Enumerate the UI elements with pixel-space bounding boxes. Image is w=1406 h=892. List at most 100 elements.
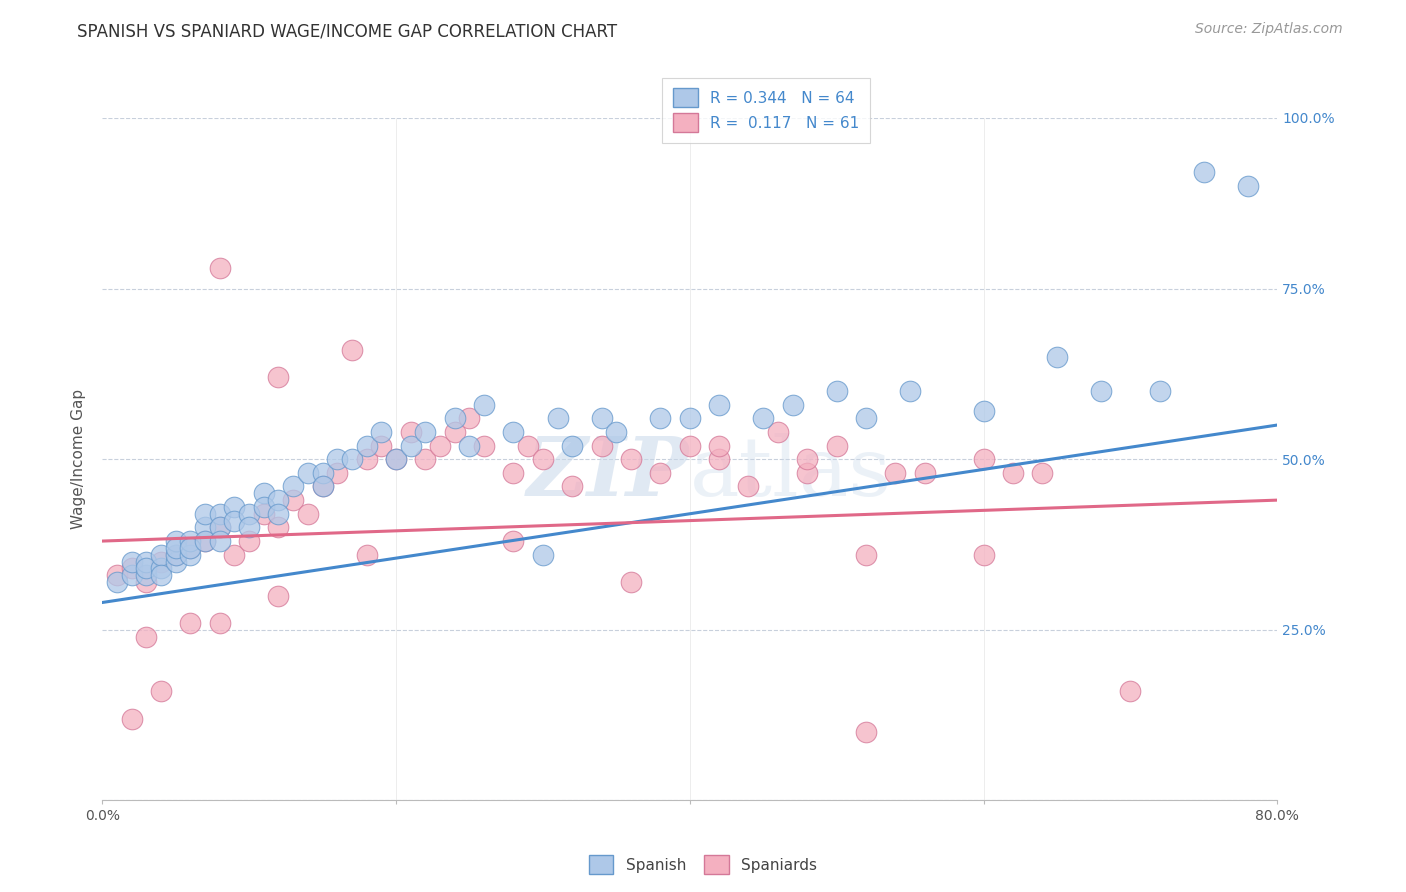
Point: [208, 615, 231, 630]
Point: [707, 452, 730, 467]
Point: [194, 534, 217, 549]
Point: [737, 479, 759, 493]
Point: [121, 555, 143, 569]
Point: [149, 568, 172, 582]
Point: [165, 548, 187, 562]
Point: [502, 466, 524, 480]
Point: [253, 507, 276, 521]
Point: [356, 548, 378, 562]
Point: [135, 555, 157, 569]
Point: [311, 479, 333, 493]
Point: [502, 534, 524, 549]
Point: [340, 452, 363, 467]
Point: [311, 479, 333, 493]
Point: [165, 541, 187, 555]
Point: [179, 615, 201, 630]
Point: [326, 452, 349, 467]
Point: [531, 452, 554, 467]
Point: [121, 712, 143, 726]
Point: [605, 425, 627, 439]
Point: [311, 466, 333, 480]
Legend: R = 0.344   N = 64, R =  0.117   N = 61: R = 0.344 N = 64, R = 0.117 N = 61: [662, 78, 870, 143]
Point: [238, 520, 260, 534]
Point: [458, 411, 481, 425]
Point: [796, 466, 818, 480]
Point: [253, 486, 276, 500]
Point: [208, 520, 231, 534]
Point: [194, 507, 217, 521]
Point: [356, 452, 378, 467]
Point: [898, 384, 921, 398]
Point: [855, 548, 877, 562]
Point: [752, 411, 775, 425]
Point: [458, 438, 481, 452]
Point: [884, 466, 907, 480]
Point: [385, 452, 408, 467]
Point: [1090, 384, 1112, 398]
Point: [326, 466, 349, 480]
Point: [825, 438, 848, 452]
Point: [973, 548, 995, 562]
Text: ZIP: ZIP: [527, 433, 690, 513]
Legend: Spanish, Spaniards: Spanish, Spaniards: [583, 849, 823, 880]
Point: [1046, 350, 1069, 364]
Point: [502, 425, 524, 439]
Point: [356, 438, 378, 452]
Point: [224, 514, 246, 528]
Point: [443, 411, 465, 425]
Point: [517, 438, 540, 452]
Point: [855, 725, 877, 739]
Point: [165, 548, 187, 562]
Point: [179, 534, 201, 549]
Point: [399, 425, 422, 439]
Point: [179, 541, 201, 555]
Point: [165, 555, 187, 569]
Point: [238, 507, 260, 521]
Point: [253, 500, 276, 514]
Point: [825, 384, 848, 398]
Point: [531, 548, 554, 562]
Point: [149, 555, 172, 569]
Point: [1031, 466, 1053, 480]
Point: [267, 589, 290, 603]
Point: [179, 541, 201, 555]
Point: [238, 534, 260, 549]
Point: [194, 520, 217, 534]
Point: [399, 438, 422, 452]
Point: [973, 452, 995, 467]
Point: [707, 398, 730, 412]
Point: [208, 507, 231, 521]
Text: SPANISH VS SPANIARD WAGE/INCOME GAP CORRELATION CHART: SPANISH VS SPANIARD WAGE/INCOME GAP CORR…: [77, 22, 617, 40]
Point: [1192, 165, 1215, 179]
Point: [914, 466, 936, 480]
Point: [135, 561, 157, 575]
Point: [283, 493, 305, 508]
Point: [135, 574, 157, 589]
Point: [283, 479, 305, 493]
Point: [591, 411, 613, 425]
Point: [267, 507, 290, 521]
Point: [105, 568, 128, 582]
Point: [561, 438, 583, 452]
Point: [1237, 179, 1260, 194]
Y-axis label: Wage/Income Gap: Wage/Income Gap: [72, 389, 86, 529]
Point: [208, 260, 231, 275]
Point: [591, 438, 613, 452]
Point: [370, 425, 392, 439]
Point: [547, 411, 569, 425]
Point: [620, 452, 643, 467]
Point: [194, 534, 217, 549]
Point: [149, 561, 172, 575]
Point: [370, 438, 392, 452]
Text: atlas: atlas: [690, 433, 891, 513]
Point: [297, 466, 319, 480]
Point: [620, 574, 643, 589]
Point: [1149, 384, 1171, 398]
Point: [224, 500, 246, 514]
Point: [429, 438, 451, 452]
Point: [679, 438, 702, 452]
Point: [1119, 684, 1142, 698]
Point: [149, 548, 172, 562]
Point: [121, 568, 143, 582]
Point: [267, 370, 290, 384]
